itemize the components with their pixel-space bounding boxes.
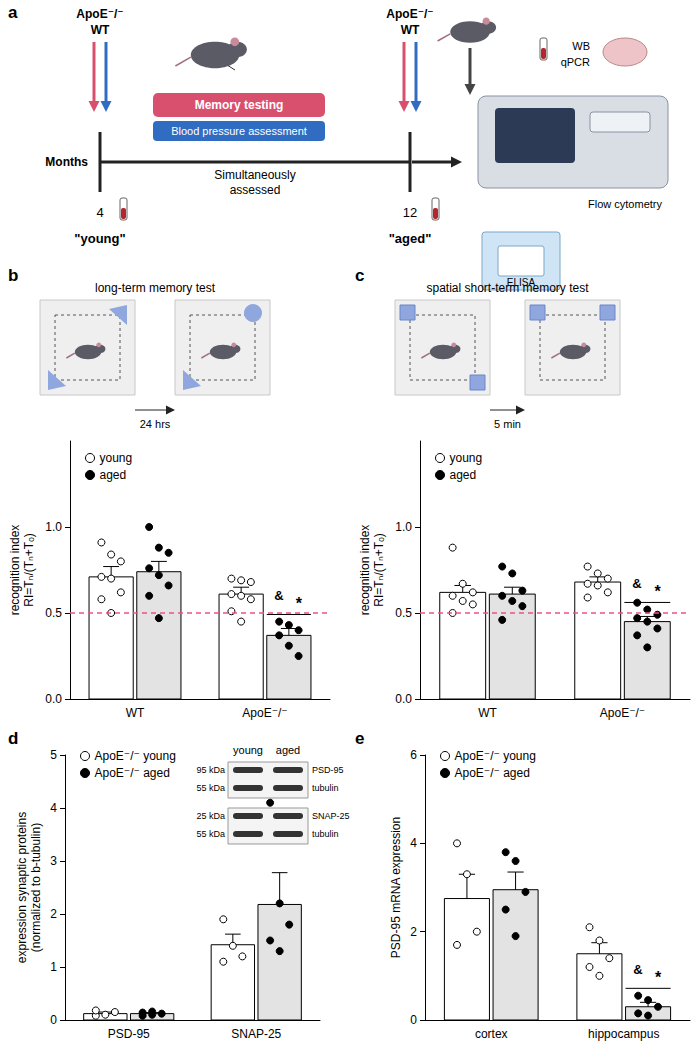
svg-text:&: &: [274, 588, 283, 603]
svg-text:a: a: [8, 3, 18, 22]
svg-text:Memory testing: Memory testing: [195, 98, 284, 112]
svg-text:(normalized to b-tubulin): (normalized to b-tubulin): [29, 823, 43, 952]
svg-text:&: &: [633, 962, 642, 977]
svg-text:ApoE⁻/⁻: ApoE⁻/⁻: [242, 706, 287, 720]
svg-text:hippocampus: hippocampus: [588, 1027, 659, 1041]
svg-text:"aged": "aged": [389, 231, 432, 246]
svg-text:5 min: 5 min: [494, 418, 521, 430]
svg-text:2: 2: [50, 907, 57, 921]
svg-text:aged: aged: [276, 744, 300, 756]
svg-text:expression synaptic proteins: expression synaptic proteins: [15, 812, 29, 963]
svg-text:ApoE⁻/⁻ young: ApoE⁻/⁻ young: [95, 749, 176, 763]
svg-text:ApoE⁻/⁻ aged: ApoE⁻/⁻ aged: [95, 766, 170, 780]
svg-text:24 hrs: 24 hrs: [140, 418, 171, 430]
svg-text:qPCR: qPCR: [561, 56, 590, 68]
svg-text:WT: WT: [91, 23, 110, 37]
svg-text:2: 2: [410, 925, 417, 939]
svg-text:0.5: 0.5: [45, 606, 62, 620]
svg-text:recognition index: recognition index: [358, 525, 372, 616]
svg-text:cortex: cortex: [475, 1027, 508, 1041]
svg-text:Simultaneously: Simultaneously: [214, 168, 295, 182]
svg-text:*: *: [655, 969, 662, 986]
svg-text:WT: WT: [126, 706, 145, 720]
svg-text:c: c: [355, 266, 364, 285]
svg-text:1: 1: [50, 960, 57, 974]
svg-text:spatial short-term memory test: spatial short-term memory test: [426, 281, 589, 295]
svg-text:1.0: 1.0: [395, 520, 412, 534]
svg-text:Flow cytometry: Flow cytometry: [588, 198, 662, 210]
svg-text:aged: aged: [100, 468, 127, 482]
svg-text:ApoE⁻/⁻: ApoE⁻/⁻: [386, 7, 433, 21]
svg-text:5: 5: [50, 748, 57, 762]
svg-text:&: &: [632, 576, 641, 591]
svg-text:55 kDa: 55 kDa: [196, 829, 225, 839]
svg-text:0: 0: [50, 1013, 57, 1027]
svg-text:PSD-95: PSD-95: [312, 765, 344, 775]
svg-text:ApoE⁻/⁻ aged: ApoE⁻/⁻ aged: [455, 766, 530, 780]
svg-text:b: b: [8, 266, 18, 285]
svg-text:young: young: [100, 451, 133, 465]
svg-text:WT: WT: [478, 706, 497, 720]
svg-text:assessed: assessed: [230, 183, 281, 197]
svg-text:0.0: 0.0: [395, 692, 412, 706]
svg-text:RI=Tₙ/(Tₙ+Tₒ): RI=Tₙ/(Tₙ+Tₒ): [22, 533, 36, 606]
svg-text:1.0: 1.0: [45, 520, 62, 534]
svg-text:95 kDa: 95 kDa: [196, 765, 225, 775]
svg-text:RI=Tₙ/(Tₙ+Tₒ): RI=Tₙ/(Tₙ+Tₒ): [372, 533, 386, 606]
svg-text:WB: WB: [572, 40, 590, 52]
svg-text:aged: aged: [450, 468, 477, 482]
svg-text:WT: WT: [401, 23, 420, 37]
svg-text:3: 3: [50, 854, 57, 868]
svg-text:*: *: [654, 583, 661, 600]
svg-text:PSD-95 mRNA expression: PSD-95 mRNA expression: [389, 817, 403, 958]
svg-text:*: *: [296, 595, 303, 612]
svg-text:e: e: [355, 729, 364, 748]
svg-text:12: 12: [403, 205, 417, 220]
svg-text:4: 4: [410, 836, 417, 850]
svg-text:55 kDa: 55 kDa: [196, 783, 225, 793]
svg-text:ApoE⁻/⁻ young: ApoE⁻/⁻ young: [455, 749, 536, 763]
svg-text:tubulin: tubulin: [312, 829, 339, 839]
svg-text:ApoE⁻/⁻: ApoE⁻/⁻: [76, 7, 123, 21]
svg-text:young: young: [233, 744, 263, 756]
svg-text:6: 6: [410, 748, 417, 762]
svg-text:recognition index: recognition index: [8, 525, 22, 616]
svg-text:SNAP-25: SNAP-25: [312, 811, 350, 821]
svg-text:young: young: [450, 451, 483, 465]
svg-text:Blood pressure assessment: Blood pressure assessment: [171, 125, 307, 137]
svg-text:0: 0: [410, 1013, 417, 1027]
svg-text:25 kDa: 25 kDa: [196, 811, 225, 821]
svg-text:SNAP-25: SNAP-25: [231, 1027, 281, 1041]
svg-text:long-term memory test: long-term memory test: [95, 281, 216, 295]
svg-text:d: d: [8, 729, 18, 748]
svg-text:PSD-95: PSD-95: [108, 1027, 150, 1041]
svg-text:"young": "young": [74, 231, 125, 246]
svg-text:4: 4: [96, 205, 103, 220]
svg-text:4: 4: [50, 801, 57, 815]
svg-text:Months: Months: [45, 155, 88, 169]
svg-text:0.5: 0.5: [395, 606, 412, 620]
svg-text:0.0: 0.0: [45, 692, 62, 706]
svg-text:tubulin: tubulin: [312, 783, 339, 793]
svg-text:ApoE⁻/⁻: ApoE⁻/⁻: [600, 706, 645, 720]
